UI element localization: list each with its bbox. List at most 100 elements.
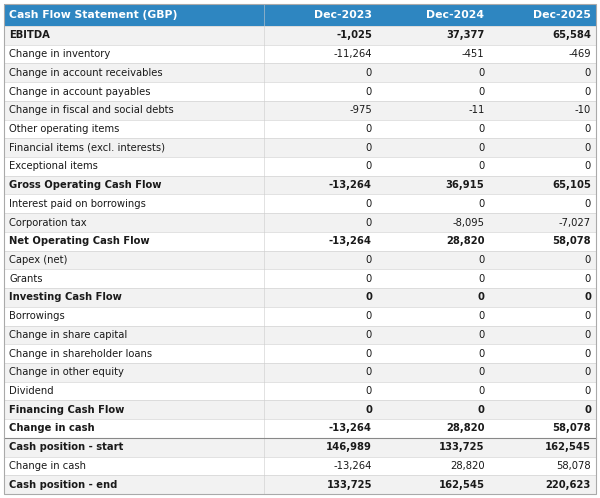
Text: 146,989: 146,989 — [326, 442, 372, 452]
Bar — [4, 363, 596, 381]
Text: 0: 0 — [478, 368, 484, 377]
Text: 0: 0 — [366, 143, 372, 153]
Text: Financing Cash Flow: Financing Cash Flow — [9, 405, 124, 415]
Text: -1,025: -1,025 — [336, 30, 372, 40]
Text: 162,545: 162,545 — [439, 480, 484, 490]
Text: 0: 0 — [366, 386, 372, 396]
Text: Interest paid on borrowings: Interest paid on borrowings — [9, 199, 146, 209]
Text: 0: 0 — [366, 255, 372, 265]
Bar — [4, 82, 596, 101]
Text: 0: 0 — [478, 87, 484, 97]
Text: 0: 0 — [366, 68, 372, 78]
Text: 0: 0 — [366, 161, 372, 171]
Text: 0: 0 — [366, 368, 372, 377]
Text: 0: 0 — [478, 311, 484, 321]
Text: Grants: Grants — [9, 274, 43, 284]
Bar — [4, 4, 596, 26]
Text: 133,725: 133,725 — [326, 480, 372, 490]
Text: Financial items (excl. interests): Financial items (excl. interests) — [9, 143, 165, 153]
Text: 0: 0 — [478, 386, 484, 396]
Text: Change in inventory: Change in inventory — [9, 49, 110, 59]
Text: 0: 0 — [478, 143, 484, 153]
Text: Change in other equity: Change in other equity — [9, 368, 124, 377]
Text: Other operating items: Other operating items — [9, 124, 119, 134]
Bar — [4, 475, 596, 494]
Text: -451: -451 — [462, 49, 484, 59]
Bar — [4, 326, 596, 344]
Text: 0: 0 — [585, 68, 591, 78]
Text: Exceptional items: Exceptional items — [9, 161, 98, 171]
Text: Change in cash: Change in cash — [9, 461, 86, 471]
Text: 0: 0 — [478, 405, 484, 415]
Bar — [4, 400, 596, 419]
Text: 58,078: 58,078 — [556, 461, 591, 471]
Text: 0: 0 — [478, 349, 484, 359]
Text: Dividend: Dividend — [9, 386, 53, 396]
Bar — [4, 26, 596, 45]
Text: 133,725: 133,725 — [439, 442, 484, 452]
Bar — [4, 213, 596, 232]
Text: Change in fiscal and social debts: Change in fiscal and social debts — [9, 105, 174, 115]
Text: 36,915: 36,915 — [446, 180, 484, 190]
Text: 28,820: 28,820 — [446, 236, 484, 247]
Text: 0: 0 — [585, 255, 591, 265]
Text: Net Operating Cash Flow: Net Operating Cash Flow — [9, 236, 149, 247]
Bar — [4, 195, 596, 213]
Text: 0: 0 — [366, 218, 372, 228]
Bar — [4, 63, 596, 82]
Text: Change in account receivables: Change in account receivables — [9, 68, 163, 78]
Text: 0: 0 — [585, 161, 591, 171]
Bar — [4, 138, 596, 157]
Text: -13,264: -13,264 — [329, 423, 372, 433]
Text: -7,027: -7,027 — [559, 218, 591, 228]
Text: 0: 0 — [478, 161, 484, 171]
Bar — [4, 157, 596, 176]
Text: 65,584: 65,584 — [552, 30, 591, 40]
Bar — [4, 101, 596, 120]
Text: -8,095: -8,095 — [452, 218, 484, 228]
Text: 0: 0 — [585, 199, 591, 209]
Text: -13,264: -13,264 — [334, 461, 372, 471]
Bar — [4, 344, 596, 363]
Text: 0: 0 — [366, 330, 372, 340]
Bar — [4, 232, 596, 250]
Text: 0: 0 — [478, 274, 484, 284]
Text: -469: -469 — [568, 49, 591, 59]
Text: 58,078: 58,078 — [553, 236, 591, 247]
Text: 0: 0 — [585, 124, 591, 134]
Text: Dec-2024: Dec-2024 — [427, 10, 484, 20]
Text: Corporation tax: Corporation tax — [9, 218, 86, 228]
Text: 28,820: 28,820 — [446, 423, 484, 433]
Text: 0: 0 — [585, 330, 591, 340]
Text: 162,545: 162,545 — [545, 442, 591, 452]
Text: 0: 0 — [585, 311, 591, 321]
Text: 37,377: 37,377 — [446, 30, 484, 40]
Text: Borrowings: Borrowings — [9, 311, 65, 321]
Text: Cash Flow Statement (GBP): Cash Flow Statement (GBP) — [9, 10, 178, 20]
Text: Change in shareholder loans: Change in shareholder loans — [9, 349, 152, 359]
Text: 0: 0 — [585, 143, 591, 153]
Text: EBITDA: EBITDA — [9, 30, 50, 40]
Text: 0: 0 — [478, 292, 484, 302]
Text: 0: 0 — [478, 68, 484, 78]
Text: -11,264: -11,264 — [334, 49, 372, 59]
Bar — [4, 176, 596, 195]
Text: 0: 0 — [366, 349, 372, 359]
Bar — [4, 250, 596, 269]
Bar — [4, 419, 596, 438]
Text: 0: 0 — [478, 124, 484, 134]
Text: Dec-2025: Dec-2025 — [533, 10, 591, 20]
Text: 58,078: 58,078 — [553, 423, 591, 433]
Text: 0: 0 — [585, 274, 591, 284]
Text: -13,264: -13,264 — [329, 236, 372, 247]
Text: Cash position - end: Cash position - end — [9, 480, 118, 490]
Text: -11: -11 — [468, 105, 484, 115]
Text: 220,623: 220,623 — [546, 480, 591, 490]
Bar — [4, 269, 596, 288]
Text: 0: 0 — [366, 311, 372, 321]
Text: 65,105: 65,105 — [552, 180, 591, 190]
Text: 0: 0 — [585, 349, 591, 359]
Text: 0: 0 — [366, 124, 372, 134]
Bar — [4, 381, 596, 400]
Text: 0: 0 — [366, 87, 372, 97]
